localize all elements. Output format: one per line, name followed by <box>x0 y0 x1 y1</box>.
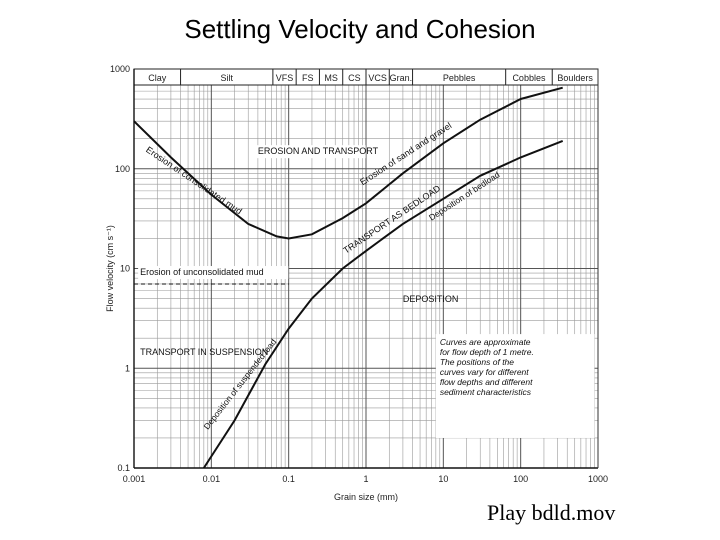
annotation-label: DEPOSITION <box>403 294 459 304</box>
size-class-label: Cobbles <box>512 73 546 83</box>
y-tick-label: 1 <box>125 363 130 373</box>
x-tick-label: 0.01 <box>203 474 221 484</box>
y-tick-label: 100 <box>115 164 130 174</box>
curve-erosion-curve <box>133 86 563 240</box>
x-tick-label: 0.1 <box>282 474 295 484</box>
size-class-label: Clay <box>148 73 167 83</box>
y-tick-label: 0.1 <box>117 463 130 473</box>
curve-deposition-curve <box>202 139 564 469</box>
note-line: Curves are approximate <box>440 337 531 347</box>
annotation-background <box>255 145 366 159</box>
x-tick-label: 1000 <box>588 474 608 484</box>
slide-title: Settling Velocity and Cohesion <box>184 14 536 44</box>
x-tick-label: 10 <box>438 474 448 484</box>
size-class-label: VFS <box>276 73 294 83</box>
size-class-label: Gran. <box>390 73 413 83</box>
size-class-label: FS <box>302 73 314 83</box>
note-line: flow depths and different <box>440 377 533 387</box>
size-class-label: Silt <box>220 73 233 83</box>
size-class-label: CS <box>348 73 361 83</box>
y-axis-label: Flow velocity (cm s⁻¹) <box>105 225 115 312</box>
size-class-label: Boulders <box>557 73 593 83</box>
x-tick-label: 100 <box>513 474 528 484</box>
annotation-label: Deposition of bedload <box>427 169 502 222</box>
size-class-label: Pebbles <box>443 73 476 83</box>
note-line: curves vary for different <box>440 367 529 377</box>
y-tick-label: 10 <box>120 264 130 274</box>
annotation-label: Erosion of unconsolidated mud <box>140 267 264 277</box>
size-class-label: VCS <box>368 73 387 83</box>
annotation-label: TRANSPORT AS BEDLOAD <box>341 183 442 256</box>
note-box-background <box>435 334 595 438</box>
y-tick-label: 1000 <box>110 64 130 74</box>
annotation-label: EROSION AND TRANSPORT <box>258 146 379 156</box>
x-tick-label: 0.001 <box>123 474 146 484</box>
note-line: sediment characteristics <box>440 387 532 397</box>
annotation-label: TRANSPORT IN SUSPENSION <box>140 347 268 357</box>
annotation-background <box>138 266 289 280</box>
note-line: for flow depth of 1 metre. <box>440 347 534 357</box>
size-class-label: MS <box>324 73 338 83</box>
x-axis-label: Grain size (mm) <box>334 492 398 502</box>
x-tick-label: 1 <box>363 474 368 484</box>
note-line: The positions of the <box>440 357 514 367</box>
play-movie-link[interactable]: Play bdld.mov <box>487 500 616 525</box>
